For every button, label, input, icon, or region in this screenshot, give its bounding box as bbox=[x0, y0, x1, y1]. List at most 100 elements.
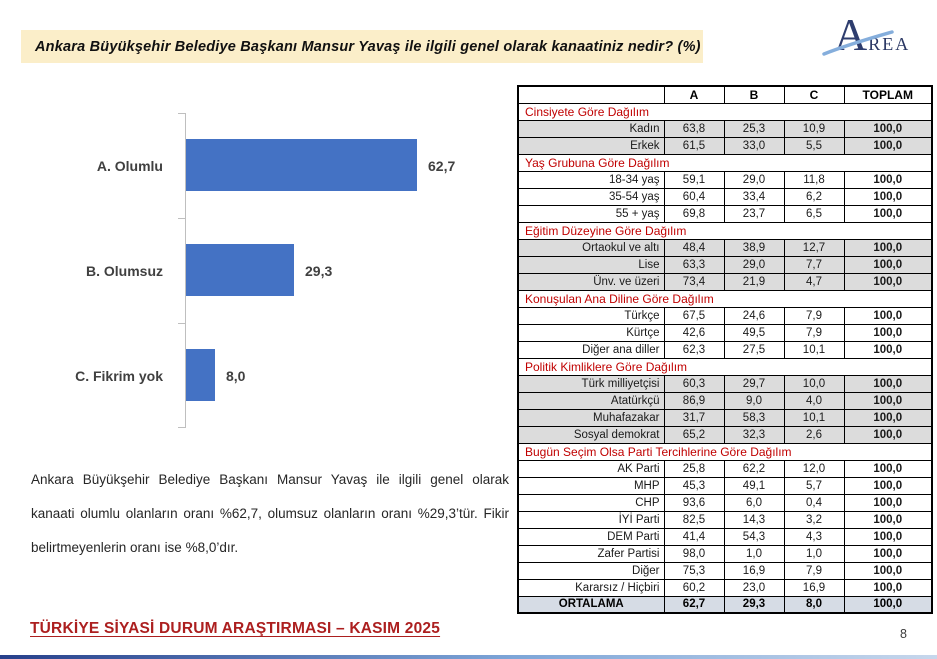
value-a-cell: 67,5 bbox=[663, 306, 725, 325]
value-a-cell: 75,3 bbox=[663, 561, 725, 580]
value-a-cell: 62,3 bbox=[663, 340, 725, 359]
row-label-cell: Türkçe bbox=[517, 306, 665, 325]
average-label-cell: ORTALAMA bbox=[517, 595, 665, 614]
value-c-cell: 0,4 bbox=[783, 493, 845, 512]
value-c-cell: 7,9 bbox=[783, 323, 845, 342]
table-row: Türk milliyetçisi 60,3 29,7 10,0 100,0 bbox=[517, 374, 933, 393]
value-a-cell: 60,4 bbox=[663, 187, 725, 206]
bar bbox=[186, 244, 294, 296]
value-a-cell: 98,0 bbox=[663, 544, 725, 563]
value-a-cell: 60,2 bbox=[663, 578, 725, 597]
page-number: 8 bbox=[900, 627, 907, 641]
value-total-cell: 100,0 bbox=[843, 374, 933, 393]
value-c-cell: 16,9 bbox=[783, 578, 845, 597]
value-total-cell: 100,0 bbox=[843, 170, 933, 189]
table-row: MHP 45,3 49,1 5,7 100,0 bbox=[517, 476, 933, 495]
value-b-cell: 29,0 bbox=[723, 255, 785, 274]
value-c-cell: 7,9 bbox=[783, 561, 845, 580]
value-b-cell: 9,0 bbox=[723, 391, 785, 410]
value-c-cell: 4,3 bbox=[783, 527, 845, 546]
table-row: 35-54 yaş 60,4 33,4 6,2 100,0 bbox=[517, 187, 933, 206]
row-label-cell: Atatürkçü bbox=[517, 391, 665, 410]
value-a-cell: 86,9 bbox=[663, 391, 725, 410]
row-label-cell: İYİ Parti bbox=[517, 510, 665, 529]
average-c-cell: 8,0 bbox=[783, 595, 845, 614]
table-row: Kararsız / Hiçbiri 60,2 23,0 16,9 100,0 bbox=[517, 578, 933, 597]
section-header-cell: Eğitim Düzeyine Göre Dağılım bbox=[517, 221, 933, 240]
row-label-cell: Sosyal demokrat bbox=[517, 425, 665, 444]
header-empty-cell bbox=[517, 85, 665, 104]
value-total-cell: 100,0 bbox=[843, 561, 933, 580]
bar bbox=[186, 139, 417, 191]
value-b-cell: 49,1 bbox=[723, 476, 785, 495]
section-header-cell: Politik Kimliklere Göre Dağılım bbox=[517, 357, 933, 376]
value-b-cell: 16,9 bbox=[723, 561, 785, 580]
value-b-cell: 23,0 bbox=[723, 578, 785, 597]
row-label-cell: Kadın bbox=[517, 119, 665, 138]
value-c-cell: 10,9 bbox=[783, 119, 845, 138]
value-c-cell: 3,2 bbox=[783, 510, 845, 529]
row-label-cell: Kararsız / Hiçbiri bbox=[517, 578, 665, 597]
value-total-cell: 100,0 bbox=[843, 544, 933, 563]
value-c-cell: 7,9 bbox=[783, 306, 845, 325]
value-c-cell: 4,0 bbox=[783, 391, 845, 410]
value-c-cell: 10,1 bbox=[783, 408, 845, 427]
bar-row: C. Fikrim yok 8,0 bbox=[30, 323, 500, 428]
value-a-cell: 93,6 bbox=[663, 493, 725, 512]
value-c-cell: 5,5 bbox=[783, 136, 845, 155]
value-total-cell: 100,0 bbox=[843, 272, 933, 291]
value-total-cell: 100,0 bbox=[843, 187, 933, 206]
value-b-cell: 29,0 bbox=[723, 170, 785, 189]
value-total-cell: 100,0 bbox=[843, 578, 933, 597]
value-b-cell: 33,0 bbox=[723, 136, 785, 155]
value-total-cell: 100,0 bbox=[843, 306, 933, 325]
value-total-cell: 100,0 bbox=[843, 425, 933, 444]
value-a-cell: 41,4 bbox=[663, 527, 725, 546]
value-a-cell: 60,3 bbox=[663, 374, 725, 393]
row-label-cell: Ünv. ve üzeri bbox=[517, 272, 665, 291]
row-label-cell: Diğer ana diller bbox=[517, 340, 665, 359]
table-section-row: Yaş Grubuna Göre Dağılım bbox=[517, 153, 933, 172]
value-total-cell: 100,0 bbox=[843, 238, 933, 257]
value-total-cell: 100,0 bbox=[843, 255, 933, 274]
row-label-cell: Zafer Partisi bbox=[517, 544, 665, 563]
average-total-cell: 100,0 bbox=[843, 595, 933, 614]
area-logo-rest: REA bbox=[868, 34, 911, 54]
row-label-cell: Erkek bbox=[517, 136, 665, 155]
table-row: İYİ Parti 82,5 14,3 3,2 100,0 bbox=[517, 510, 933, 529]
header-col-c: C bbox=[783, 85, 845, 104]
opinion-bar-chart: A. Olumlu 62,7 B. Olumsuz 29,3 C. Fikrim yok… bbox=[30, 113, 500, 428]
value-c-cell: 4,7 bbox=[783, 272, 845, 291]
table-section-row: Eğitim Düzeyine Göre Dağılım bbox=[517, 221, 933, 240]
row-label-cell: 55 + yaş bbox=[517, 204, 665, 223]
header-col-a: A bbox=[663, 85, 725, 104]
crosstab-table-container: A B C TOPLAM Cinsiyete Göre Dağılım Kadın 63,… bbox=[517, 85, 933, 614]
value-a-cell: 73,4 bbox=[663, 272, 725, 291]
bar-category-label: C. Fikrim yok bbox=[75, 367, 163, 384]
table-row: 18-34 yaş 59,1 29,0 11,8 100,0 bbox=[517, 170, 933, 189]
row-label-cell: 35-54 yaş bbox=[517, 187, 665, 206]
value-b-cell: 6,0 bbox=[723, 493, 785, 512]
value-b-cell: 62,2 bbox=[723, 459, 785, 478]
value-a-cell: 82,5 bbox=[663, 510, 725, 529]
section-header-cell: Yaş Grubuna Göre Dağılım bbox=[517, 153, 933, 172]
value-b-cell: 23,7 bbox=[723, 204, 785, 223]
table-row: Türkçe 67,5 24,6 7,9 100,0 bbox=[517, 306, 933, 325]
value-a-cell: 59,1 bbox=[663, 170, 725, 189]
row-label-cell: Ortaokul ve altı bbox=[517, 238, 665, 257]
value-c-cell: 12,0 bbox=[783, 459, 845, 478]
row-label-cell: Kürtçe bbox=[517, 323, 665, 342]
value-a-cell: 48,4 bbox=[663, 238, 725, 257]
table-row: Ünv. ve üzeri 73,4 21,9 4,7 100,0 bbox=[517, 272, 933, 291]
bar-row: B. Olumsuz 29,3 bbox=[30, 218, 500, 323]
table-section-row: Cinsiyete Göre Dağılım bbox=[517, 102, 933, 121]
table-header-row: A B C TOPLAM bbox=[517, 85, 933, 104]
value-c-cell: 11,8 bbox=[783, 170, 845, 189]
value-c-cell: 6,2 bbox=[783, 187, 845, 206]
table-section-row: Konuşulan Ana Diline Göre Dağılım bbox=[517, 289, 933, 308]
table-section-row: Bugün Seçim Olsa Parti Tercihlerine Göre… bbox=[517, 442, 933, 461]
value-b-cell: 38,9 bbox=[723, 238, 785, 257]
chart-axis-line bbox=[185, 113, 186, 428]
table-row: Ortaokul ve altı 48,4 38,9 12,7 100,0 bbox=[517, 238, 933, 257]
value-c-cell: 1,0 bbox=[783, 544, 845, 563]
